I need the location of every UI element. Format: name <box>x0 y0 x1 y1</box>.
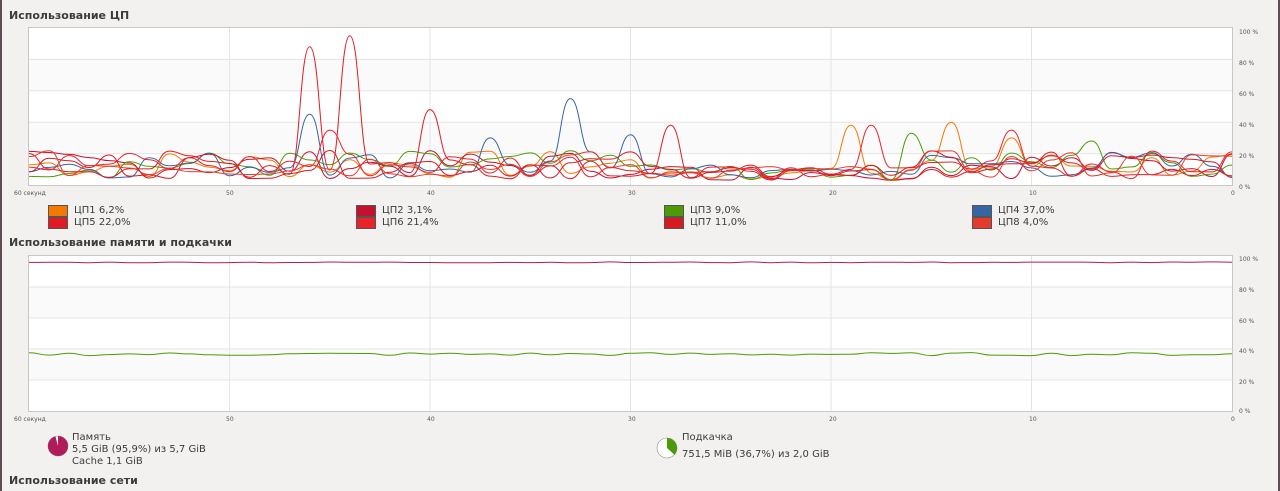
cpu5-label: ЦП5 <box>74 217 96 228</box>
cpu1-value: 6,2% <box>98 205 125 216</box>
memory-pie-slice <box>47 436 68 456</box>
cpu-y-tick-40: 40 % <box>1239 122 1255 129</box>
swap-pie-icon[interactable] <box>656 437 678 459</box>
window-edge-left <box>0 0 2 491</box>
cpu4-series-line <box>29 98 1232 179</box>
mem-y-tick-100: 100 % <box>1239 256 1259 263</box>
cpu6-value: 21,4% <box>406 217 439 228</box>
cpu3-label: ЦП3 <box>690 205 712 216</box>
cpu-x-tick-40: 40 <box>427 190 435 197</box>
swap-pie-slice <box>667 438 678 455</box>
memory-usage-text: 5,5 GiB (95,9%) из 5,7 GiB <box>72 444 206 455</box>
mem-y-tick-0: 0 % <box>1239 408 1251 415</box>
mem-y-tick-80: 80 % <box>1239 287 1255 294</box>
cpu3-value: 9,0% <box>714 205 741 216</box>
cpu6-series-line <box>29 124 1232 180</box>
mem-y-tick-40: 40 % <box>1239 348 1255 355</box>
cpu-x-tick-50: 50 <box>226 190 234 197</box>
mem-x-tick-30: 30 <box>628 416 636 423</box>
window-edge-right <box>1278 0 1280 491</box>
swap-label: Подкачка <box>682 432 733 443</box>
mem-y-tick-20: 20 % <box>1239 379 1255 386</box>
cpu5-series-line <box>29 35 1232 181</box>
cpu-y-tick-60: 60 % <box>1239 91 1255 98</box>
cpu4-color-swatch[interactable] <box>972 205 992 217</box>
cpu8-value: 4,0% <box>1022 217 1049 228</box>
cpu2-series-line <box>29 150 1232 181</box>
cpu8-series-line <box>29 150 1232 181</box>
cpu-x-tick-60: 60 секунд <box>14 190 46 197</box>
cpu2-color-swatch[interactable] <box>356 205 376 217</box>
cpu6-label: ЦП6 <box>382 217 404 228</box>
cpu-x-tick-10: 10 <box>1029 190 1037 197</box>
memory-label: Память <box>72 432 111 443</box>
cpu4-label: ЦП4 <box>998 205 1020 216</box>
cpu-y-tick-20: 20 % <box>1239 153 1255 160</box>
cpu7-series-line <box>29 149 1232 180</box>
memory-usage-graph <box>28 255 1233 412</box>
memory-section-title: Использование памяти и подкачки <box>9 236 233 249</box>
mem-y-tick-60: 60 % <box>1239 318 1255 325</box>
cpu-section-title: Использование ЦП <box>9 9 130 22</box>
mem-x-tick-10: 10 <box>1029 416 1037 423</box>
swap-series-line <box>29 352 1232 357</box>
cpu2-value: 3,1% <box>406 205 433 216</box>
swap-usage-text: 751,5 MiB (36,7%) из 2,0 GiB <box>682 449 830 460</box>
mem-x-tick-20: 20 <box>829 416 837 423</box>
network-section-title: Использование сети <box>9 474 138 487</box>
cpu1-color-swatch[interactable] <box>48 205 68 217</box>
cpu6-color-swatch[interactable] <box>356 217 376 229</box>
memory-pie-icon[interactable] <box>47 435 69 457</box>
cpu-x-tick-0: 0 <box>1231 190 1235 197</box>
cpu1-label: ЦП1 <box>74 205 96 216</box>
cpu-y-tick-0: 0 % <box>1239 184 1251 191</box>
memory-series-line <box>29 261 1232 264</box>
cpu-x-tick-30: 30 <box>628 190 636 197</box>
cpu7-color-swatch[interactable] <box>664 217 684 229</box>
cpu-y-tick-100: 100 % <box>1239 29 1259 36</box>
cpu4-value: 37,0% <box>1022 205 1055 216</box>
cpu-usage-graph <box>28 27 1233 186</box>
cpu-x-tick-20: 20 <box>829 190 837 197</box>
cpu8-label: ЦП8 <box>998 217 1020 228</box>
cpu5-color-swatch[interactable] <box>48 217 68 229</box>
cpu-y-tick-80: 80 % <box>1239 60 1255 67</box>
cpu7-value: 11,0% <box>714 217 747 228</box>
cpu7-label: ЦП7 <box>690 217 712 228</box>
cpu8-color-swatch[interactable] <box>972 217 992 229</box>
memory-graph-canvas <box>29 256 1232 411</box>
mem-x-tick-40: 40 <box>427 416 435 423</box>
mem-x-tick-0: 0 <box>1231 416 1235 423</box>
cpu2-label: ЦП2 <box>382 205 404 216</box>
cpu5-value: 22,0% <box>98 217 131 228</box>
cpu-graph-canvas <box>29 28 1232 185</box>
mem-x-tick-60: 60 секунд <box>14 416 46 423</box>
memory-cache-text: Cache 1,1 GiB <box>72 456 143 467</box>
cpu3-color-swatch[interactable] <box>664 205 684 217</box>
mem-x-tick-50: 50 <box>226 416 234 423</box>
